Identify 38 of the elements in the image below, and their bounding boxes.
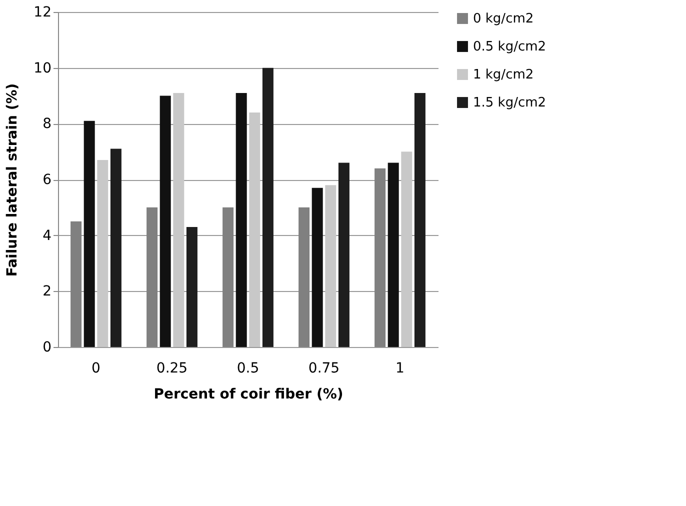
legend-label: 1.5 kg/cm2 — [473, 96, 546, 110]
y-tick-label: 6 — [42, 172, 52, 188]
x-tick-label: 1 — [396, 360, 404, 376]
bar — [298, 207, 310, 347]
bar — [401, 152, 412, 347]
y-tick-label: 8 — [42, 116, 52, 132]
bar — [388, 162, 399, 347]
legend-label: 0.5 kg/cm2 — [473, 40, 546, 54]
legend-label: 1 kg/cm2 — [473, 68, 534, 82]
x-tick-label: 0 — [92, 360, 100, 376]
bar — [325, 185, 336, 347]
bar — [70, 221, 82, 347]
y-tick-label: 2 — [42, 284, 52, 300]
y-axis-title: Failure lateral strain (%) — [4, 83, 21, 277]
bar — [110, 148, 122, 347]
bar — [312, 188, 323, 347]
bar — [97, 160, 108, 347]
y-tick-label: 4 — [42, 228, 52, 244]
legend-label: 0 kg/cm2 — [473, 12, 534, 26]
bar — [249, 112, 260, 347]
bar — [236, 92, 247, 347]
x-tick-label: 0.5 — [236, 360, 260, 376]
bar — [222, 207, 234, 347]
y-tick-label: 10 — [34, 60, 52, 76]
bar — [186, 226, 198, 347]
y-tick-label: 0 — [42, 340, 52, 356]
bar — [414, 92, 426, 347]
bar — [338, 162, 350, 347]
bar — [84, 120, 95, 347]
bar — [262, 68, 274, 347]
bar — [146, 207, 158, 347]
y-tick-label: 12 — [34, 4, 52, 20]
bar — [374, 168, 386, 347]
bar — [160, 96, 171, 347]
x-tick-label: 0.25 — [156, 360, 188, 376]
x-axis-title: Percent of coir fiber (%) — [154, 386, 344, 402]
x-tick-label: 0.75 — [308, 360, 340, 376]
bar — [173, 92, 184, 347]
